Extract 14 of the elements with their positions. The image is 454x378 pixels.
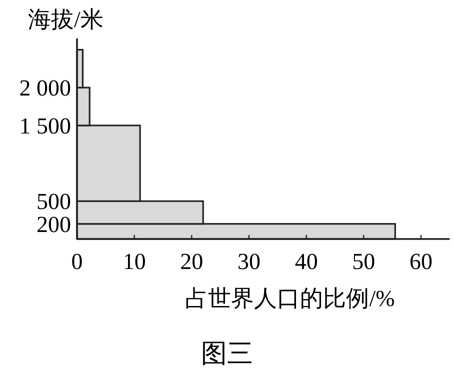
x-tick-label: 50 xyxy=(352,249,376,274)
x-tick-label: 0 xyxy=(71,249,83,274)
x-axis-title: 占世界人口的比例/% xyxy=(185,286,395,311)
text: 图三 xyxy=(201,339,253,368)
y-tick-label: 1 500 xyxy=(19,113,71,138)
x-tick-label: 40 xyxy=(294,249,318,274)
y-axis-title: 海拔/米 xyxy=(28,7,104,32)
x-tick-label: 30 xyxy=(237,249,260,274)
y-tick-label: 200 xyxy=(36,212,71,237)
x-tick-label: 20 xyxy=(180,249,204,274)
y-tick-label: 500 xyxy=(36,189,71,214)
x-tick-label: 10 xyxy=(122,249,146,274)
y-tick-label: 2 000 xyxy=(19,76,71,101)
x-tick-label: 60 xyxy=(409,249,432,274)
